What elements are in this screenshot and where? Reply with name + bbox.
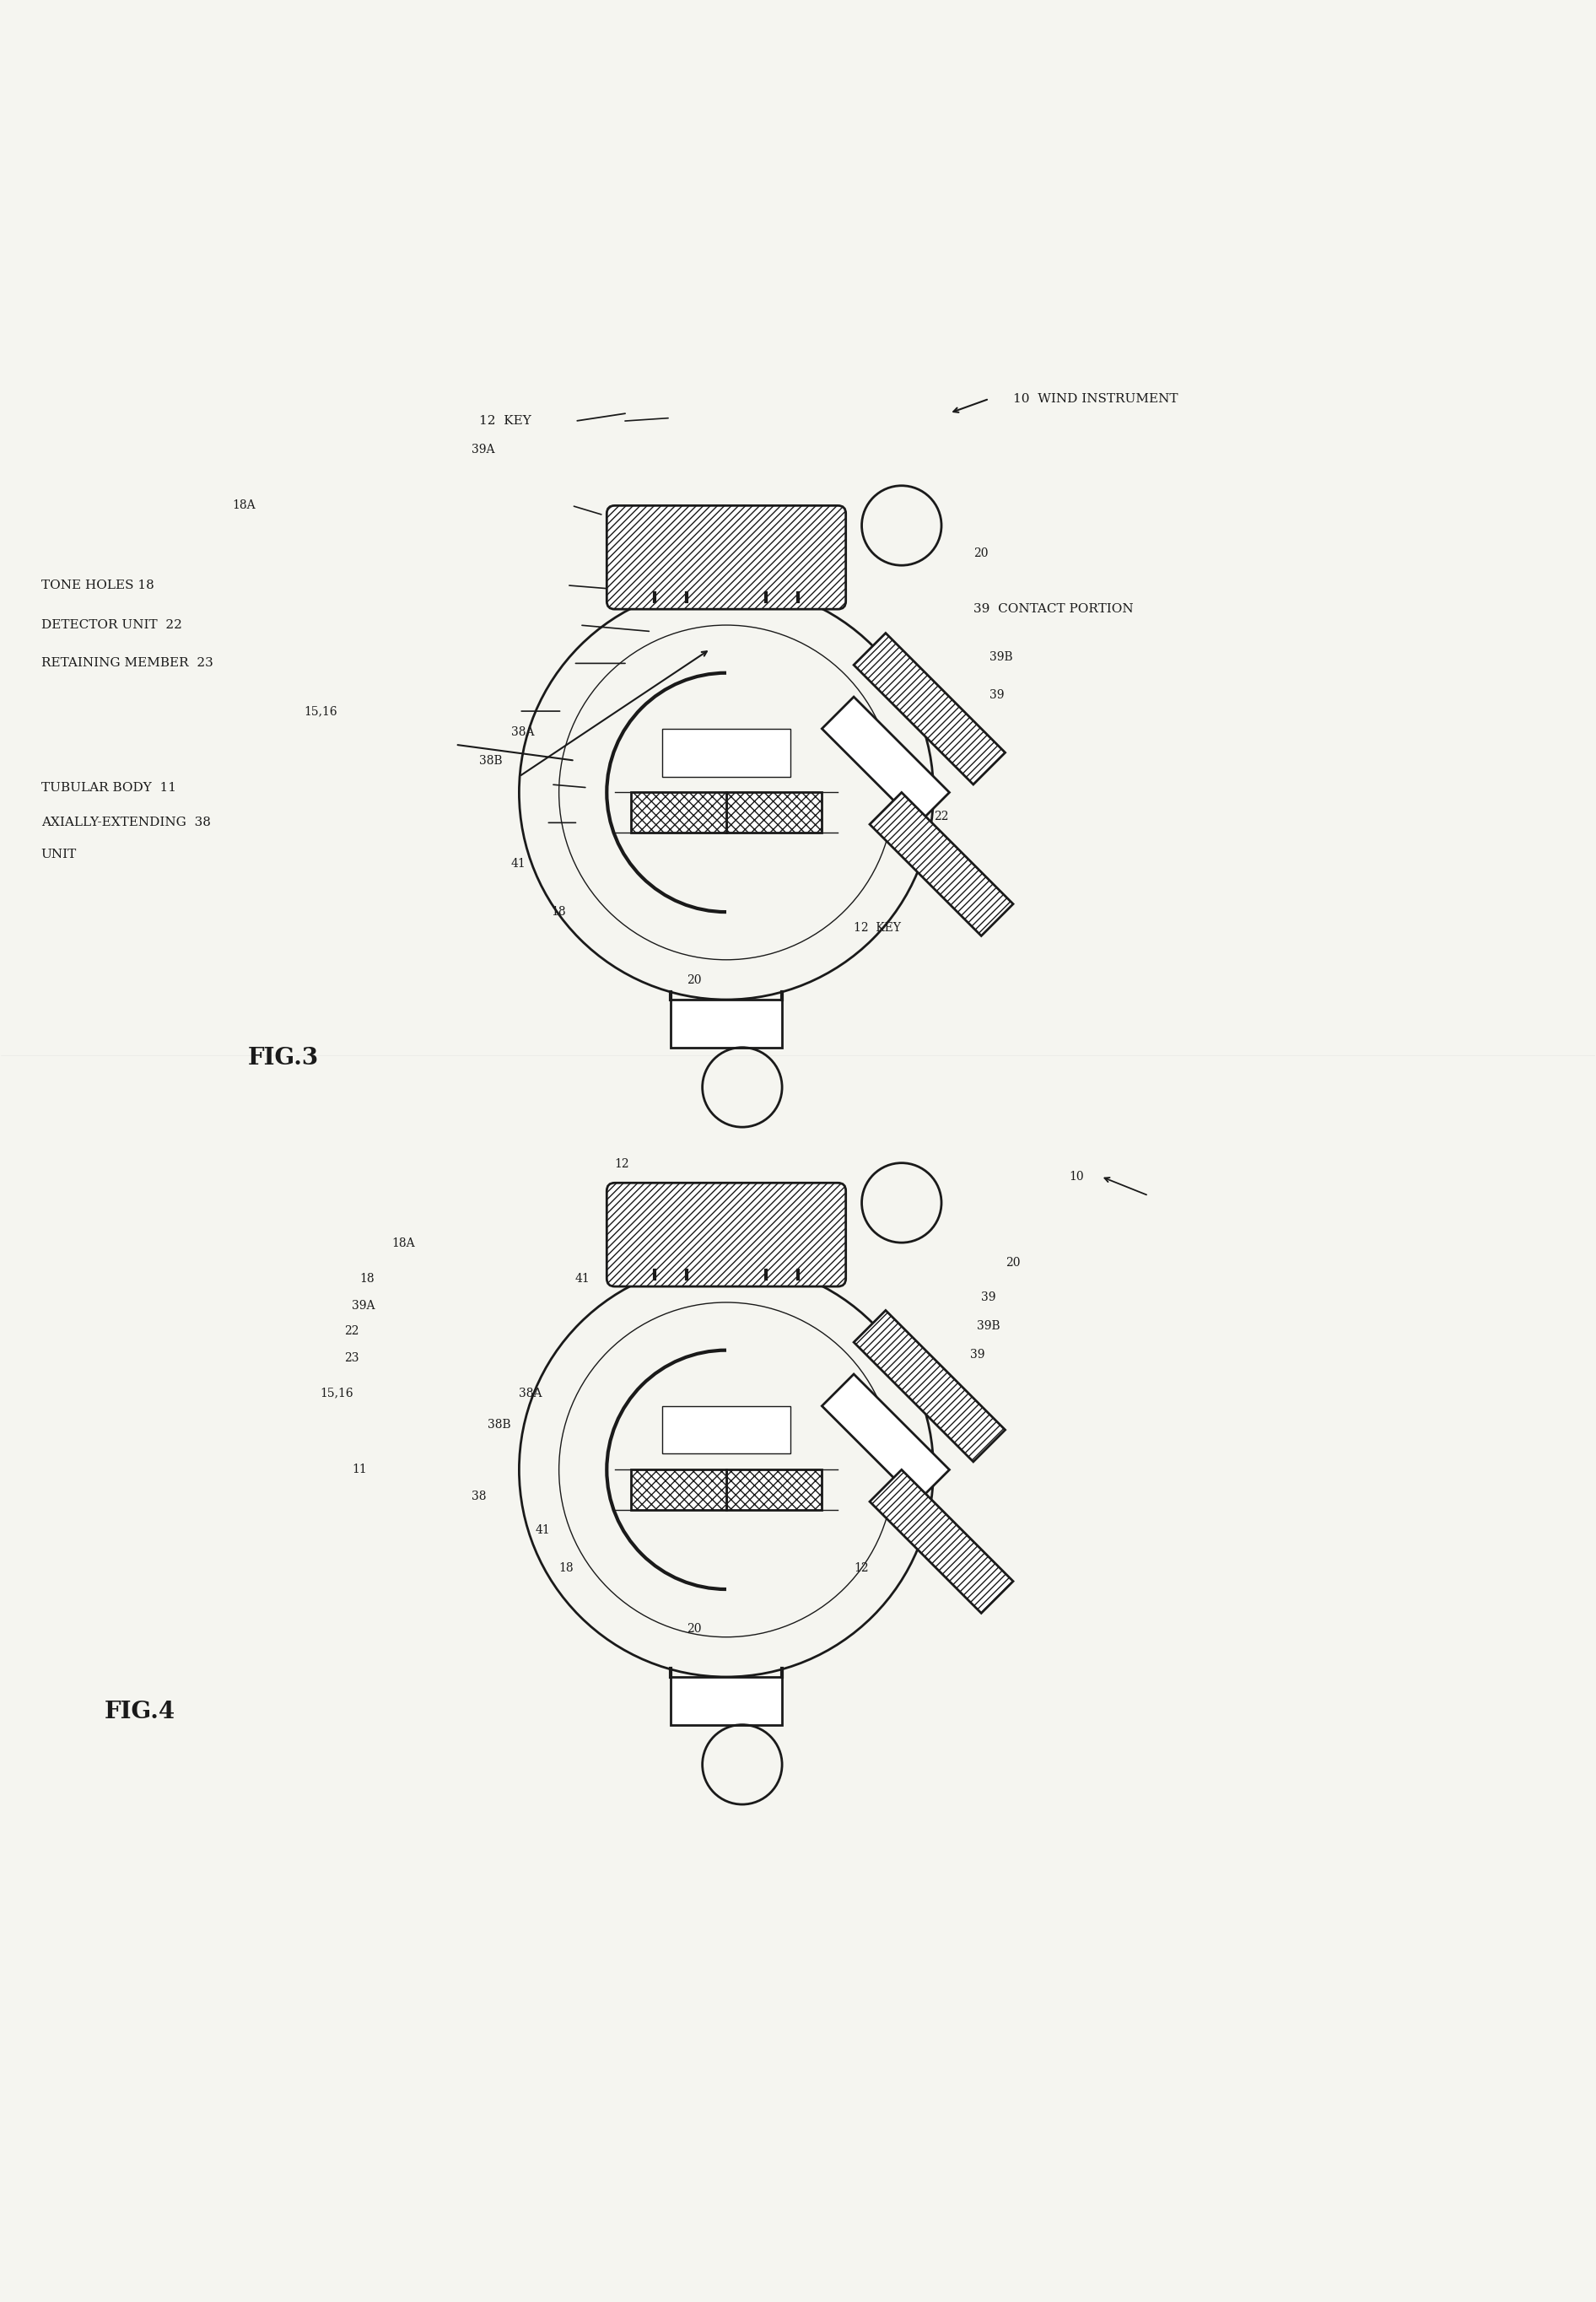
Bar: [726, 792, 822, 833]
Text: 20: 20: [1005, 1257, 1020, 1268]
Text: 39: 39: [970, 1349, 985, 1360]
Text: 23: 23: [343, 1351, 359, 1365]
Text: 20: 20: [974, 548, 988, 559]
Text: UNIT: UNIT: [41, 849, 77, 861]
Text: 41: 41: [575, 1273, 591, 1285]
Text: 12: 12: [614, 1158, 629, 1169]
Text: 18A: 18A: [950, 1416, 972, 1427]
Text: 41: 41: [535, 1524, 551, 1535]
Bar: [630, 792, 726, 833]
Bar: [662, 730, 790, 776]
Text: 22: 22: [343, 1326, 359, 1337]
Text: 39A: 39A: [351, 1301, 375, 1312]
Polygon shape: [854, 633, 1005, 785]
Bar: [630, 1469, 726, 1510]
Text: TONE HOLES 18: TONE HOLES 18: [41, 580, 153, 592]
Text: 22: 22: [902, 1471, 916, 1482]
Text: FIG.3: FIG.3: [249, 1047, 319, 1070]
Text: 38: 38: [471, 1492, 487, 1503]
Text: 18: 18: [551, 907, 567, 918]
Text: RETAINING MEMBER  23: RETAINING MEMBER 23: [41, 658, 212, 670]
Text: TUBULAR BODY  11: TUBULAR BODY 11: [41, 783, 176, 794]
Text: AXIALLY-EXTENDING  38: AXIALLY-EXTENDING 38: [41, 817, 211, 829]
Polygon shape: [870, 1469, 1013, 1614]
Bar: [630, 1469, 726, 1510]
Bar: [726, 1469, 822, 1510]
Text: 18: 18: [559, 1563, 575, 1575]
Text: 11: 11: [351, 1464, 367, 1476]
Text: FIG.4: FIG.4: [105, 1701, 176, 1724]
Bar: [726, 792, 822, 833]
Polygon shape: [822, 698, 950, 824]
Text: 12: 12: [854, 1563, 868, 1575]
Text: 38B: 38B: [487, 1420, 511, 1432]
Polygon shape: [870, 792, 1013, 937]
Text: 38A: 38A: [511, 725, 535, 737]
Bar: [726, 1469, 822, 1510]
Text: 15,16: 15,16: [319, 1388, 353, 1400]
Text: 41: 41: [511, 859, 527, 870]
Text: 39: 39: [990, 688, 1004, 702]
Polygon shape: [822, 1374, 950, 1501]
Text: 18A: 18A: [233, 500, 255, 511]
Text: 20: 20: [686, 1623, 701, 1634]
Text: 20: 20: [686, 974, 701, 985]
Bar: [630, 792, 726, 833]
Text: 10: 10: [1069, 1172, 1084, 1183]
Text: 15,16: 15,16: [303, 704, 337, 716]
Text: 39B: 39B: [990, 651, 1012, 663]
Text: 18A: 18A: [966, 755, 988, 767]
Text: 39  CONTACT PORTION: 39 CONTACT PORTION: [974, 603, 1133, 615]
Polygon shape: [854, 1310, 1005, 1462]
FancyBboxPatch shape: [606, 1183, 846, 1287]
Text: 38B: 38B: [479, 755, 503, 767]
Text: 39A: 39A: [471, 444, 495, 456]
Text: 18: 18: [359, 1273, 375, 1285]
Text: 18A: 18A: [391, 1238, 415, 1250]
Text: 38A: 38A: [519, 1388, 543, 1400]
FancyBboxPatch shape: [606, 506, 846, 610]
Text: 22: 22: [934, 810, 948, 822]
Bar: [670, 1676, 782, 1724]
Bar: [670, 999, 782, 1047]
Text: 39B: 39B: [977, 1321, 999, 1333]
Text: 12  KEY: 12 KEY: [479, 414, 531, 428]
Bar: [662, 1407, 790, 1455]
Text: 12  KEY: 12 KEY: [854, 923, 902, 935]
Text: 39: 39: [982, 1291, 996, 1303]
Text: DETECTOR UNIT  22: DETECTOR UNIT 22: [41, 619, 182, 631]
Text: 10  WIND INSTRUMENT: 10 WIND INSTRUMENT: [1013, 394, 1178, 405]
